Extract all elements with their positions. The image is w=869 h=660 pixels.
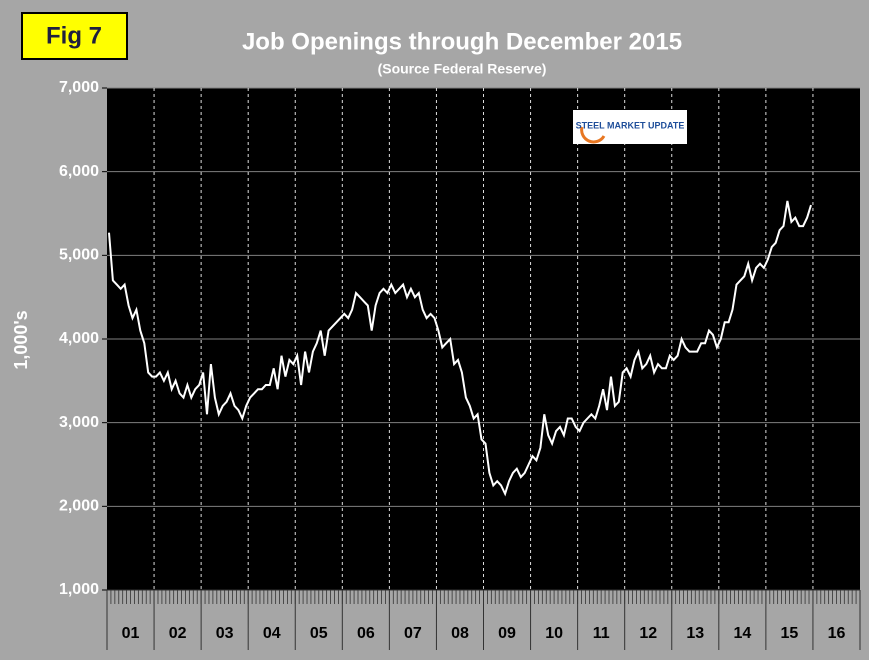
chart-subtitle: (Source Federal Reserve) xyxy=(378,61,547,77)
x-tick-label: 07 xyxy=(404,625,422,642)
x-tick-label: 15 xyxy=(781,625,799,642)
x-tick-label: 05 xyxy=(310,625,328,642)
x-tick-label: 04 xyxy=(263,625,281,642)
y-tick-label: 5,000 xyxy=(59,247,99,264)
x-tick-label: 01 xyxy=(122,625,140,642)
logo-box xyxy=(573,110,687,144)
y-tick-label: 6,000 xyxy=(59,163,99,180)
logo-swoosh xyxy=(580,126,606,144)
y-axis-label: 1,000's xyxy=(11,310,31,369)
fig-label: Fig 7 xyxy=(46,22,102,49)
x-tick-label: 03 xyxy=(216,625,234,642)
x-tick-label: 14 xyxy=(733,625,751,642)
y-tick-label: 1,000 xyxy=(59,581,99,598)
x-tick-label: 13 xyxy=(686,625,704,642)
logo-text: STEEL MARKET UPDATE xyxy=(576,120,685,130)
x-tick-label: 06 xyxy=(357,625,375,642)
y-tick-label: 7,000 xyxy=(59,79,99,96)
chart-title: Job Openings through December 2015 xyxy=(242,28,682,55)
x-tick-label: 11 xyxy=(593,625,610,642)
data-line xyxy=(108,200,812,497)
fig-box xyxy=(21,12,128,60)
x-tick-label: 10 xyxy=(545,625,563,642)
y-tick-label: 3,000 xyxy=(59,414,99,431)
y-tick-label: 4,000 xyxy=(59,330,99,347)
x-tick-label: 12 xyxy=(639,625,657,642)
x-tick-label: 16 xyxy=(828,625,846,642)
x-tick-label: 08 xyxy=(451,625,469,642)
y-tick-label: 2,000 xyxy=(59,498,99,515)
x-tick-label: 02 xyxy=(169,625,187,642)
x-tick-label: 09 xyxy=(498,625,516,642)
